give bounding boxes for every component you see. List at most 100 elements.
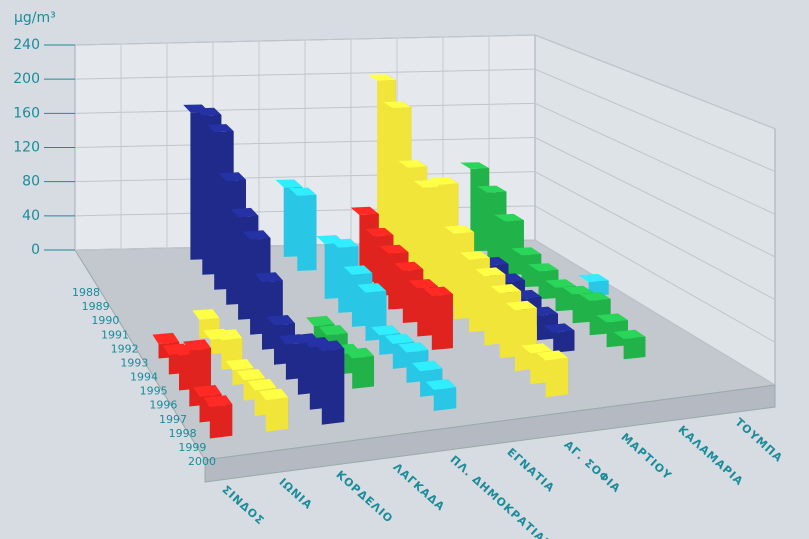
x-tick-label: ΤΟΥΜΠΑ — [732, 416, 785, 465]
bar-front — [545, 357, 569, 398]
bar-front — [407, 166, 428, 281]
bar-top — [236, 369, 266, 381]
bar-top — [192, 309, 220, 320]
depth-label: 1988 — [72, 286, 100, 299]
depth-label: 1996 — [149, 399, 177, 412]
bar-top — [152, 332, 180, 344]
y-tick-label: 40 — [22, 208, 40, 224]
bar-top — [494, 213, 524, 222]
y-tick-label: 120 — [13, 140, 40, 156]
bar-front — [553, 330, 575, 353]
depth-label: 1992 — [111, 342, 139, 355]
bar-top — [613, 329, 646, 339]
bar-top — [365, 227, 394, 237]
bar-front — [297, 195, 317, 271]
bar — [613, 329, 646, 360]
bar-front — [623, 336, 646, 360]
bar — [289, 187, 317, 271]
bar-top — [477, 185, 507, 193]
bar-top — [398, 342, 429, 353]
bar-top — [379, 244, 409, 254]
bar-top — [521, 343, 553, 354]
bar-top — [459, 251, 490, 260]
x-tick-label: ΣΙΝΔΟΣ — [219, 483, 266, 528]
y-tick-label: 200 — [13, 71, 40, 87]
unit-label: μg/m³ — [14, 10, 56, 26]
bar-front — [588, 280, 609, 296]
bar-front — [321, 348, 345, 425]
bar-top — [318, 325, 348, 336]
grid-line — [74, 68, 536, 80]
bar-top — [248, 378, 277, 391]
bar-top — [543, 323, 575, 333]
bar-top — [214, 329, 243, 341]
bar-top — [579, 292, 611, 301]
grid-line — [74, 137, 536, 148]
grid-line — [74, 34, 536, 46]
bar — [357, 283, 387, 341]
grid-line — [74, 171, 536, 183]
bar — [259, 388, 289, 432]
bar-top — [193, 385, 222, 397]
bar-top — [357, 283, 387, 293]
bar — [477, 185, 507, 264]
depth-label: 1990 — [91, 314, 119, 327]
bar-top — [289, 187, 317, 196]
depth-label: 1995 — [140, 385, 168, 398]
depth-label: 1998 — [169, 427, 197, 440]
bar-front — [538, 270, 559, 300]
bar-top — [460, 162, 490, 169]
bar — [344, 347, 374, 389]
bar-top — [408, 279, 438, 289]
x-tick-label: ΑΓ. ΣΟΦΙΑ — [561, 438, 623, 495]
x-tick-label: ΚΑΛΑΜΑΡΙΑ — [675, 423, 746, 488]
bar-top — [423, 286, 453, 296]
bar-front — [487, 191, 507, 264]
bar-top — [384, 333, 415, 344]
bar-top — [596, 313, 628, 323]
bar-top — [505, 300, 537, 311]
bar-front — [265, 397, 289, 432]
bar-top — [219, 172, 246, 181]
grid-line — [534, 171, 776, 301]
x-tick-label: ΙΩΝΙΑ — [276, 476, 315, 513]
bar-front — [504, 220, 524, 276]
depth-label: 1991 — [101, 328, 129, 341]
bar-front — [423, 186, 443, 294]
bar-top — [411, 360, 443, 372]
bar-top — [350, 206, 379, 215]
bar-top — [254, 272, 283, 283]
bar — [203, 395, 233, 439]
bar-top — [203, 395, 233, 408]
bar — [536, 350, 569, 398]
grid-line — [74, 102, 536, 114]
bar — [425, 379, 457, 411]
bar-front — [209, 404, 233, 439]
bar-front — [438, 183, 459, 307]
bar — [562, 285, 594, 324]
depth-label: 1989 — [82, 300, 110, 313]
bar-front — [572, 292, 594, 324]
bar-top — [425, 379, 457, 390]
bar-top — [475, 267, 506, 277]
x-tick-label: ΚΟΡΔΕΛΙΟ — [333, 468, 395, 526]
bar-front — [392, 107, 412, 268]
y-tick-label: 160 — [13, 105, 40, 121]
bar-top — [394, 261, 424, 271]
grid-line — [534, 137, 776, 258]
bar-top — [225, 359, 254, 371]
bar-top — [242, 230, 271, 240]
bar-top — [577, 273, 609, 282]
bar-top — [195, 107, 222, 116]
x-tick-label: ΜΑΡΤΙΟΥ — [618, 431, 674, 483]
bar — [314, 340, 345, 425]
grid-line — [534, 239, 776, 386]
bar-top — [536, 350, 569, 361]
bar-top — [367, 74, 396, 81]
depth-label: 1994 — [130, 371, 158, 384]
bar-top — [344, 347, 374, 359]
bar-front — [352, 356, 374, 389]
bar-front — [377, 80, 396, 255]
bar-top — [562, 285, 594, 295]
